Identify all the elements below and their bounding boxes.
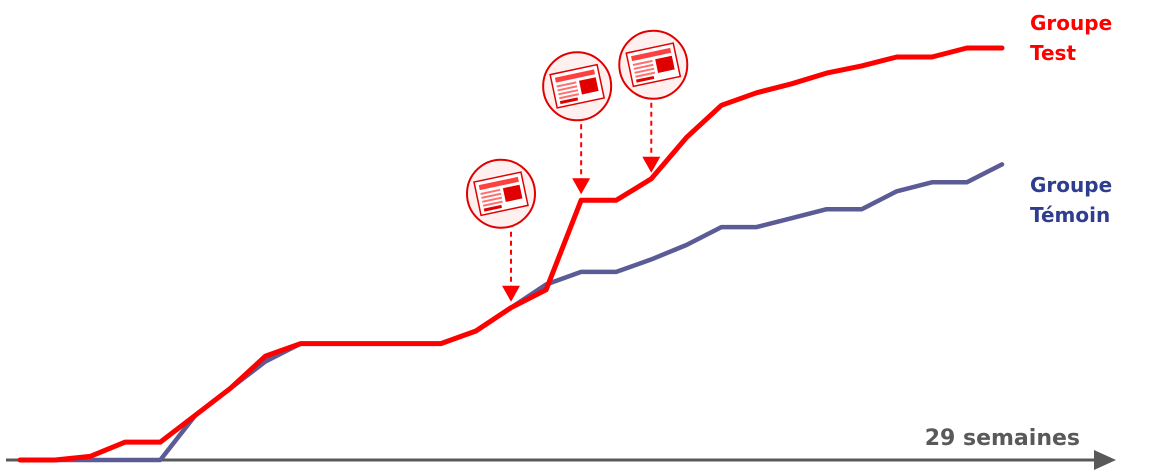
series-line-test bbox=[17, 45, 1005, 463]
annotation-layer bbox=[466, 29, 689, 302]
legend-label-test-line1: Groupe bbox=[1030, 11, 1112, 35]
legend-label-control-line1: Groupe bbox=[1030, 173, 1112, 197]
x-axis: 29 semaines bbox=[6, 426, 1116, 470]
legend-label-control: Groupe Témoin bbox=[1030, 173, 1119, 227]
x-axis-label: 29 semaines bbox=[925, 426, 1080, 451]
legend: Groupe Test Groupe Témoin bbox=[1030, 11, 1119, 227]
x-axis-arrowhead bbox=[1094, 450, 1116, 470]
arrow-down-icon bbox=[502, 285, 520, 302]
legend-label-control-line2: Témoin bbox=[1030, 203, 1110, 227]
series-layer bbox=[17, 45, 1005, 463]
release-annotation bbox=[466, 158, 536, 302]
newspaper-icon bbox=[466, 158, 536, 229]
arrow-down-icon bbox=[642, 156, 661, 173]
release-annotation bbox=[542, 51, 613, 195]
arrow-down-icon bbox=[572, 178, 591, 195]
legend-label-test: Groupe Test bbox=[1030, 11, 1119, 65]
legend-label-test-line2: Test bbox=[1030, 41, 1076, 65]
release-annotation bbox=[618, 29, 689, 173]
newspaper-icon bbox=[618, 29, 689, 100]
newspaper-icon bbox=[542, 51, 613, 122]
